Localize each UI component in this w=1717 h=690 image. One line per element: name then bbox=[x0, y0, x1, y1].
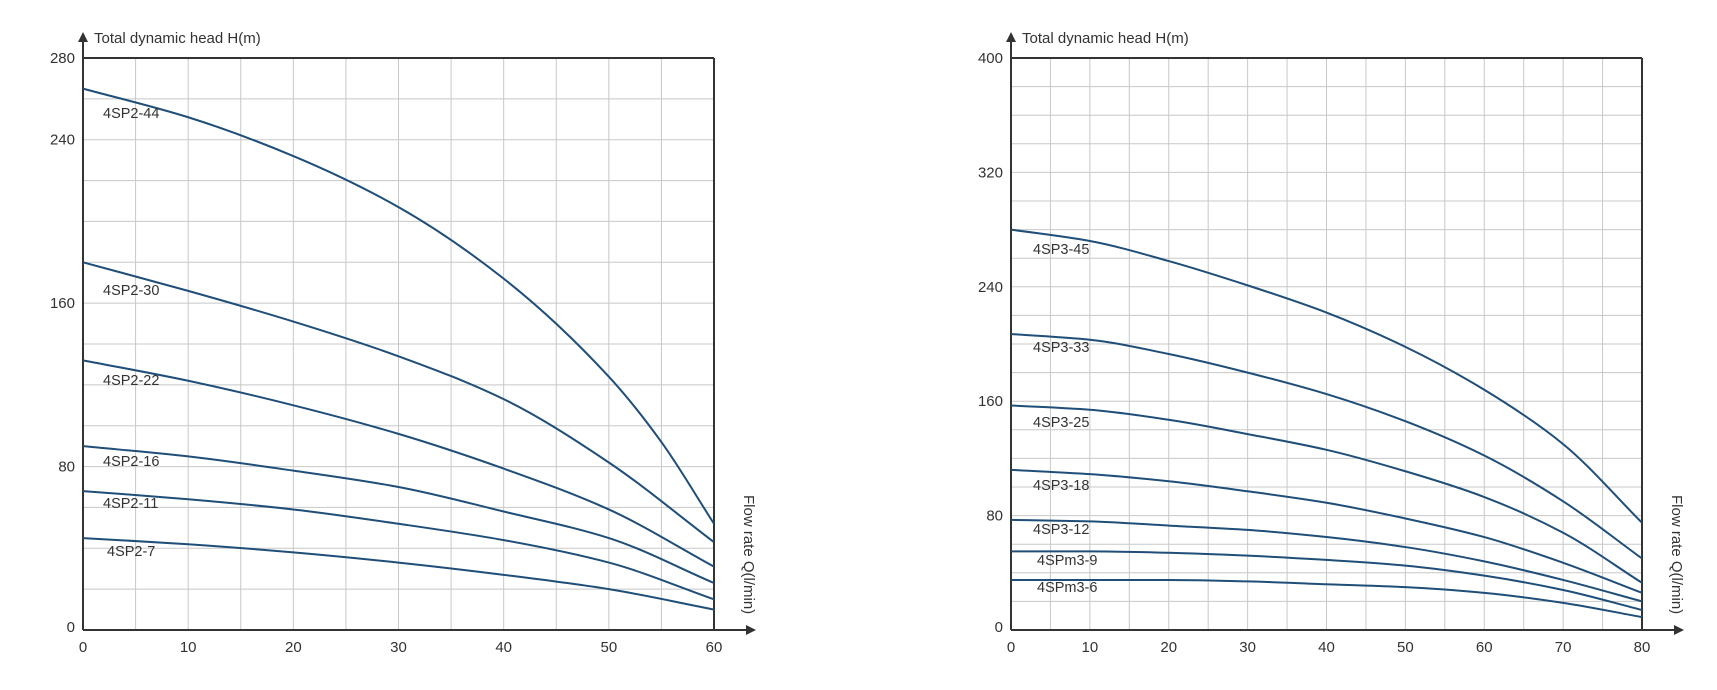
series-label: 4SP3-18 bbox=[1033, 478, 1089, 494]
x-axis-label: Flow rate Q(l/min) bbox=[740, 495, 757, 614]
y-tick-label: 160 bbox=[978, 393, 1003, 410]
series-curves bbox=[82, 87, 715, 611]
series-label: 4SP2-16 bbox=[103, 454, 159, 470]
series-label: 4SPm3-9 bbox=[1037, 553, 1097, 569]
grid bbox=[1011, 58, 1642, 630]
x-tick-label: 0 bbox=[1007, 639, 1015, 656]
x-tick-label: 30 bbox=[1239, 639, 1256, 656]
x-tick-label: 30 bbox=[390, 639, 407, 656]
chart-4sp3-pump-curves: Total dynamic head H(m) Flow rate Q(l/min… bbox=[978, 30, 1685, 656]
series-curve bbox=[82, 87, 715, 525]
x-tick-label: 60 bbox=[706, 639, 723, 656]
x-tick-label: 0 bbox=[79, 639, 87, 656]
series-curve bbox=[82, 490, 715, 601]
series-label: 4SP2-30 bbox=[103, 283, 159, 299]
series-curve bbox=[82, 445, 715, 584]
series-label: 4SPm3-6 bbox=[1037, 580, 1097, 596]
series-label: 4SP3-45 bbox=[1033, 242, 1089, 258]
series-label: 4SP2-7 bbox=[107, 544, 155, 560]
y-axis-label: Total dynamic head H(m) bbox=[94, 30, 261, 47]
y-tick-label: 0 bbox=[67, 619, 75, 636]
series-label: 4SP3-33 bbox=[1033, 340, 1089, 356]
series-label: 4SP2-22 bbox=[103, 373, 159, 389]
series-curve bbox=[1010, 468, 1643, 594]
x-tick-label: 10 bbox=[180, 639, 197, 656]
x-tick-label: 40 bbox=[495, 639, 512, 656]
y-tick-label: 160 bbox=[50, 295, 75, 312]
x-tick-label: 50 bbox=[600, 639, 617, 656]
series-label: 4SP3-12 bbox=[1033, 522, 1089, 538]
series-label: 4SP2-11 bbox=[103, 496, 158, 512]
x-tick-label: 10 bbox=[1082, 639, 1099, 656]
y-tick-label: 240 bbox=[978, 279, 1003, 296]
grid bbox=[83, 58, 714, 630]
x-axis-arrow-icon bbox=[746, 625, 756, 635]
x-tick-label: 20 bbox=[285, 639, 302, 656]
x-tick-label: 80 bbox=[1634, 639, 1651, 656]
y-tick-label: 400 bbox=[978, 50, 1003, 67]
series-curve bbox=[1010, 404, 1643, 584]
series-curve bbox=[82, 537, 715, 611]
x-axis-arrow-icon bbox=[1674, 625, 1684, 635]
x-tick-label: 20 bbox=[1160, 639, 1177, 656]
y-axis-arrow-icon bbox=[1006, 32, 1016, 42]
y-axis-arrow-icon bbox=[78, 32, 88, 42]
chart-4sp2-pump-curves: Total dynamic head H(m) Flow rate Q(l/min… bbox=[50, 30, 757, 656]
x-tick-label: 60 bbox=[1476, 639, 1493, 656]
series-label: 4SP3-25 bbox=[1033, 415, 1089, 431]
x-axis-label: Flow rate Q(l/min) bbox=[1668, 495, 1685, 614]
series-curve bbox=[1010, 228, 1643, 524]
x-tick-label: 40 bbox=[1318, 639, 1335, 656]
y-tick-label: 240 bbox=[50, 132, 75, 149]
y-tick-label: 80 bbox=[58, 459, 75, 476]
y-axis-label: Total dynamic head H(m) bbox=[1022, 30, 1189, 47]
y-tick-label: 320 bbox=[978, 164, 1003, 181]
series-curve bbox=[1010, 332, 1643, 560]
series-curve bbox=[82, 261, 715, 543]
series-curve bbox=[1011, 550, 1643, 611]
x-tick-label: 70 bbox=[1555, 639, 1572, 656]
series-curve bbox=[1011, 578, 1643, 619]
series-curves bbox=[1010, 228, 1643, 619]
series-curve bbox=[1010, 518, 1643, 603]
x-tick-label: 50 bbox=[1397, 639, 1414, 656]
y-tick-label: 280 bbox=[50, 50, 75, 67]
y-tick-label: 0 bbox=[995, 619, 1003, 636]
series-curve bbox=[82, 359, 715, 568]
y-tick-label: 80 bbox=[986, 508, 1003, 525]
series-label: 4SP2-44 bbox=[103, 106, 159, 122]
